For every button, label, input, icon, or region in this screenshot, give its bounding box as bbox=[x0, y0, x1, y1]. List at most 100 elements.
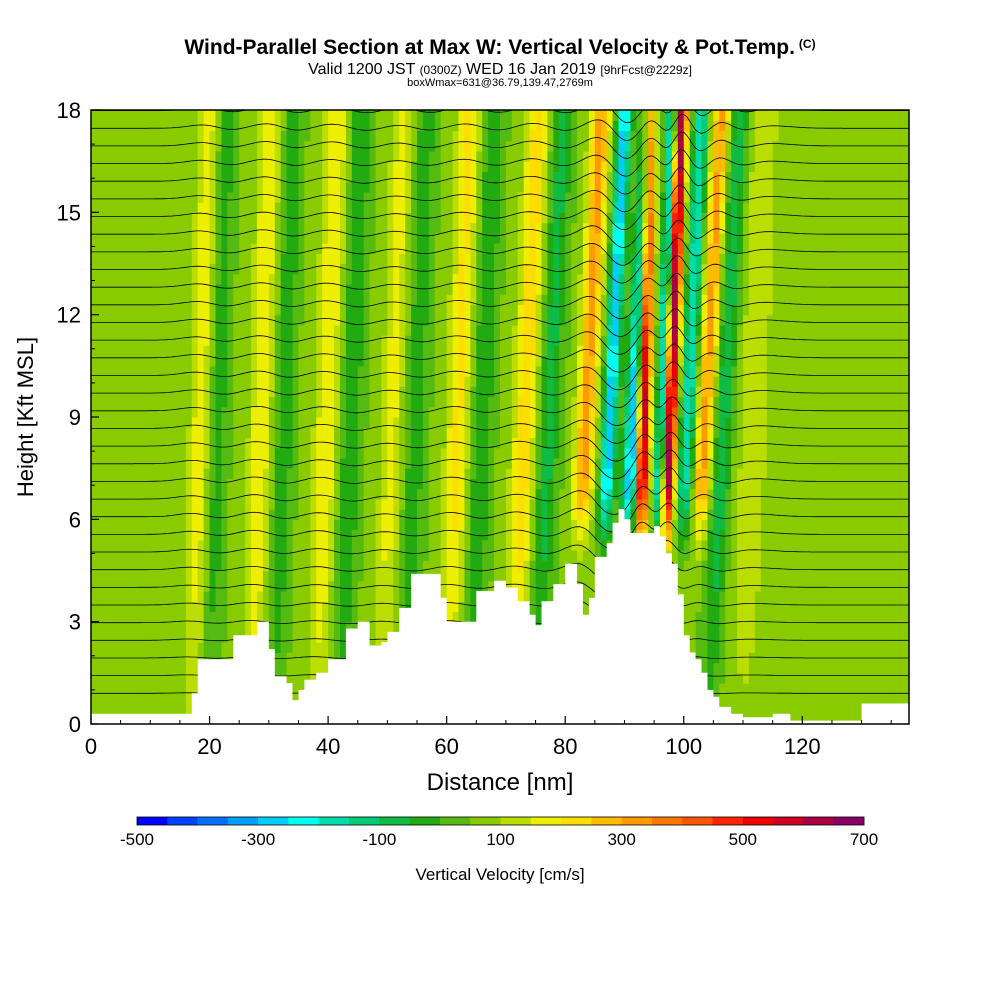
velocity-cell bbox=[505, 110, 513, 121]
velocity-cell bbox=[108, 560, 116, 572]
velocity-cell bbox=[535, 376, 543, 387]
velocity-cell bbox=[405, 580, 412, 592]
velocity-cell bbox=[120, 427, 128, 439]
velocity-cell bbox=[535, 110, 543, 121]
velocity-cell bbox=[571, 550, 578, 561]
velocity-cell bbox=[114, 550, 122, 561]
velocity-cell bbox=[482, 570, 489, 582]
velocity-cell bbox=[328, 498, 335, 510]
velocity-cell bbox=[221, 468, 228, 479]
velocity-cell bbox=[304, 417, 311, 428]
velocity-cell bbox=[411, 345, 418, 357]
velocity-cell bbox=[322, 324, 329, 336]
velocity-cell bbox=[173, 314, 181, 326]
velocity-cell bbox=[458, 345, 466, 357]
velocity-cell bbox=[274, 519, 282, 531]
velocity-cell bbox=[102, 386, 110, 398]
velocity-cell bbox=[428, 283, 436, 295]
velocity-cell bbox=[215, 161, 223, 172]
velocity-cell bbox=[316, 621, 323, 633]
velocity-cell bbox=[411, 171, 418, 183]
velocity-cell bbox=[577, 181, 584, 193]
velocity-cell bbox=[529, 212, 537, 224]
velocity-cell bbox=[268, 468, 276, 479]
velocity-cell bbox=[328, 202, 335, 213]
velocity-cell bbox=[446, 161, 454, 172]
velocity-cell bbox=[334, 631, 341, 643]
velocity-cell bbox=[221, 519, 228, 531]
velocity-cell bbox=[156, 110, 163, 121]
velocity-cell bbox=[387, 519, 394, 531]
velocity-cell bbox=[417, 488, 424, 500]
velocity-cell bbox=[91, 406, 98, 418]
velocity-cell bbox=[434, 161, 442, 172]
velocity-cell bbox=[286, 181, 294, 193]
velocity-cell bbox=[363, 437, 371, 449]
velocity-cell bbox=[310, 365, 317, 377]
velocity-cell bbox=[233, 294, 240, 306]
velocity-cell bbox=[387, 601, 394, 613]
velocity-cell bbox=[547, 550, 554, 561]
velocity-cell bbox=[541, 550, 549, 561]
velocity-cell bbox=[494, 161, 501, 172]
velocity-cell bbox=[523, 181, 531, 193]
velocity-cell bbox=[203, 570, 211, 582]
velocity-cell bbox=[405, 335, 412, 346]
velocity-cell bbox=[375, 590, 383, 602]
velocity-cell bbox=[173, 283, 181, 295]
velocity-cell bbox=[417, 550, 424, 561]
velocity-cell bbox=[221, 345, 228, 357]
velocity-cell bbox=[292, 232, 300, 244]
velocity-cell bbox=[256, 417, 264, 428]
velocity-cell bbox=[363, 150, 371, 162]
velocity-cell bbox=[227, 396, 234, 408]
velocity-cell bbox=[126, 232, 134, 244]
velocity-cell bbox=[120, 376, 128, 387]
velocity-cell bbox=[144, 355, 151, 367]
velocity-cell bbox=[179, 324, 187, 336]
velocity-cell bbox=[203, 478, 211, 490]
velocity-cell bbox=[363, 324, 371, 336]
velocity-cell bbox=[339, 580, 347, 592]
velocity-cell bbox=[91, 161, 98, 172]
velocity-cell bbox=[120, 324, 128, 336]
velocity-cell bbox=[191, 386, 199, 398]
velocity-cell bbox=[179, 580, 187, 592]
velocity-cell bbox=[577, 232, 584, 244]
velocity-cell bbox=[334, 140, 341, 152]
velocity-cell bbox=[529, 417, 537, 428]
velocity-cell bbox=[334, 488, 341, 500]
velocity-cell bbox=[417, 120, 424, 132]
velocity-cell bbox=[274, 611, 282, 623]
velocity-cell bbox=[351, 365, 359, 377]
velocity-cell bbox=[215, 376, 223, 387]
velocity-cell bbox=[357, 498, 365, 510]
velocity-cell bbox=[209, 130, 217, 142]
velocity-cell bbox=[262, 110, 270, 121]
velocity-cell bbox=[505, 478, 513, 490]
velocity-cell bbox=[239, 376, 246, 387]
velocity-cell bbox=[328, 631, 335, 643]
velocity-cell bbox=[316, 478, 323, 490]
velocity-cell bbox=[334, 273, 341, 285]
velocity-cell bbox=[150, 570, 157, 582]
velocity-cell bbox=[179, 529, 187, 541]
velocity-cell bbox=[511, 468, 519, 479]
velocity-cell bbox=[458, 294, 466, 306]
velocity-cell bbox=[304, 232, 311, 244]
velocity-cell bbox=[256, 355, 264, 367]
velocity-cell bbox=[369, 161, 377, 172]
velocity-cell bbox=[215, 611, 223, 623]
velocity-cell bbox=[268, 580, 276, 592]
velocity-cell bbox=[369, 304, 377, 316]
velocity-cell bbox=[126, 478, 134, 490]
velocity-cell bbox=[179, 621, 187, 633]
velocity-cell bbox=[227, 314, 234, 326]
velocity-cell bbox=[559, 335, 566, 346]
velocity-cell bbox=[304, 376, 311, 387]
velocity-cell bbox=[245, 437, 252, 449]
velocity-cell bbox=[369, 171, 377, 183]
velocity-cell bbox=[494, 519, 501, 531]
velocity-cell bbox=[274, 539, 282, 551]
velocity-cell bbox=[488, 232, 495, 244]
